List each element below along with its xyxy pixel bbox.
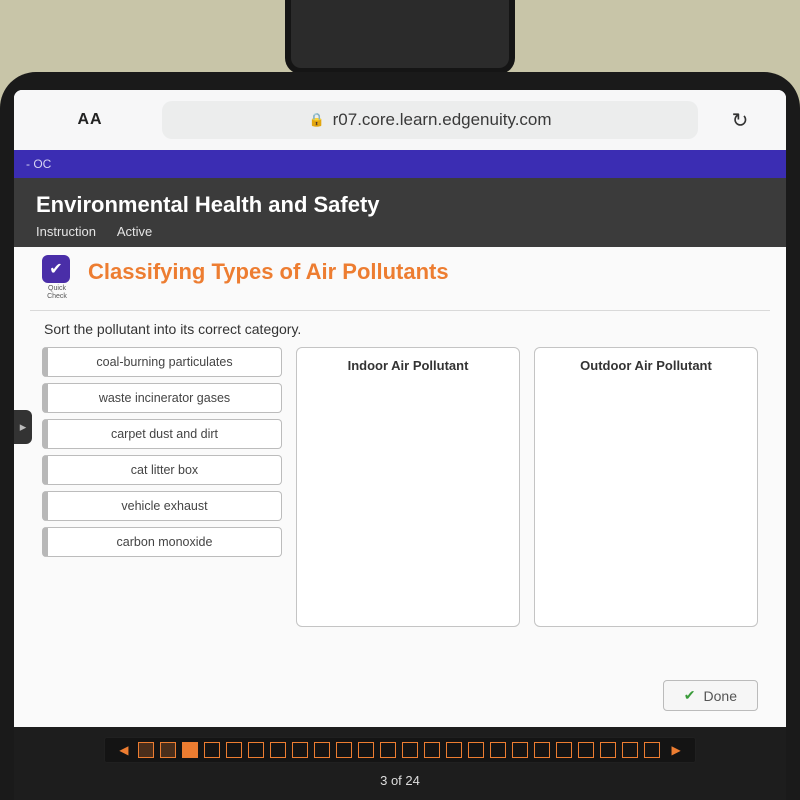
progress-step[interactable]: [490, 742, 506, 758]
drag-item[interactable]: carpet dust and dirt: [42, 419, 282, 449]
activity-title: Classifying Types of Air Pollutants: [88, 255, 449, 285]
progress-step[interactable]: [446, 742, 462, 758]
progress-step[interactable]: [402, 742, 418, 758]
done-button[interactable]: ✔ Done: [663, 680, 758, 711]
dropzone-indoor[interactable]: Indoor Air Pollutant: [296, 347, 520, 627]
drag-item[interactable]: vehicle exhaust: [42, 491, 282, 521]
device-camera-notch: [285, 0, 515, 74]
progress-step[interactable]: [468, 742, 484, 758]
done-label: Done: [704, 688, 737, 704]
quick-check-label: Quick Check: [42, 285, 72, 300]
browser-toolbar: AA 🔒 r07.core.learn.edgenuity.com ↻: [14, 90, 786, 150]
progress-step[interactable]: [270, 742, 286, 758]
side-expand-tab[interactable]: ▸: [14, 410, 32, 444]
progress-step[interactable]: [512, 742, 528, 758]
device-bezel: AA 🔒 r07.core.learn.edgenuity.com ↻ - OC…: [0, 72, 800, 800]
screen: AA 🔒 r07.core.learn.edgenuity.com ↻ - OC…: [14, 90, 786, 800]
nav-strip-text: - OC: [26, 157, 51, 171]
progress-step[interactable]: [600, 742, 616, 758]
progress-step[interactable]: [138, 742, 154, 758]
drag-item[interactable]: cat litter box: [42, 455, 282, 485]
drag-item[interactable]: coal-burning particulates: [42, 347, 282, 377]
progress-step[interactable]: [380, 742, 396, 758]
course-title: Environmental Health and Safety: [36, 192, 764, 218]
progress-step[interactable]: [578, 742, 594, 758]
progress-step[interactable]: [358, 742, 374, 758]
lock-icon: 🔒: [308, 112, 324, 128]
tab-active[interactable]: Active: [117, 224, 152, 239]
progress-step[interactable]: [556, 742, 572, 758]
check-icon: ✔: [684, 687, 696, 704]
activity-prompt: Sort the pollutant into its correct cate…: [14, 311, 786, 347]
progress-step[interactable]: [644, 742, 660, 758]
prev-arrow-icon[interactable]: ◀: [113, 743, 134, 757]
progress-bar: ◀ ▶: [104, 737, 695, 763]
progress-step[interactable]: [204, 742, 220, 758]
reload-button[interactable]: ↻: [710, 108, 770, 133]
reader-aa-button[interactable]: AA: [30, 111, 150, 129]
progress-step[interactable]: [424, 742, 440, 758]
dropzone-title: Indoor Air Pollutant: [305, 356, 511, 379]
quick-check-badge: ✔ Quick Check: [42, 255, 72, 300]
course-subtabs: Instruction Active: [36, 224, 764, 239]
course-nav-strip: - OC: [14, 150, 786, 178]
next-arrow-icon[interactable]: ▶: [666, 743, 687, 757]
done-row: ✔ Done: [663, 680, 758, 711]
sort-area: coal-burning particulates waste incinera…: [14, 347, 786, 627]
draggable-items-column: coal-burning particulates waste incinera…: [42, 347, 282, 627]
dropzone-outdoor[interactable]: Outdoor Air Pollutant: [534, 347, 758, 627]
progress-step[interactable]: [622, 742, 638, 758]
progress-footer: ◀ ▶ 3 of 24: [14, 727, 786, 800]
check-icon: ✔: [42, 255, 70, 283]
drag-item[interactable]: waste incinerator gases: [42, 383, 282, 413]
tab-instruction[interactable]: Instruction: [36, 224, 96, 239]
progress-step[interactable]: [182, 742, 198, 758]
page-counter: 3 of 24: [14, 773, 786, 788]
progress-step[interactable]: [292, 742, 308, 758]
dropzone-title: Outdoor Air Pollutant: [543, 356, 749, 379]
course-header: Environmental Health and Safety Instruct…: [14, 178, 786, 247]
address-url: r07.core.learn.edgenuity.com: [333, 110, 552, 130]
address-bar[interactable]: 🔒 r07.core.learn.edgenuity.com: [162, 101, 698, 139]
drag-item[interactable]: carbon monoxide: [42, 527, 282, 557]
progress-step[interactable]: [336, 742, 352, 758]
activity-panel: ✔ Quick Check Classifying Types of Air P…: [14, 247, 786, 727]
progress-step[interactable]: [160, 742, 176, 758]
progress-step[interactable]: [314, 742, 330, 758]
progress-step[interactable]: [534, 742, 550, 758]
activity-header: ✔ Quick Check Classifying Types of Air P…: [14, 247, 786, 306]
progress-step[interactable]: [248, 742, 264, 758]
progress-step[interactable]: [226, 742, 242, 758]
